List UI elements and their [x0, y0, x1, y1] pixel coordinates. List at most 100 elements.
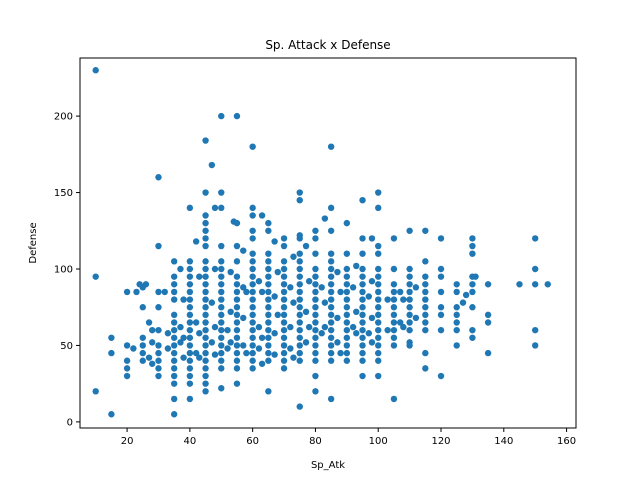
- data-point: [312, 319, 319, 326]
- data-point: [265, 296, 272, 303]
- data-point: [202, 258, 209, 265]
- data-point: [218, 296, 225, 303]
- data-point: [192, 238, 200, 245]
- data-point: [337, 288, 344, 296]
- data-point: [233, 288, 241, 296]
- data-point: [406, 326, 413, 334]
- data-point: [359, 296, 366, 303]
- data-point: [469, 334, 476, 341]
- data-point: [343, 304, 351, 311]
- data-point: [202, 372, 209, 380]
- data-point: [296, 250, 303, 257]
- data-point: [359, 342, 366, 349]
- data-point: [472, 273, 479, 280]
- data-point: [249, 281, 256, 288]
- data-point: [233, 380, 241, 387]
- data-point: [312, 235, 319, 242]
- data-point: [296, 196, 303, 204]
- data-point: [233, 349, 241, 357]
- data-point: [180, 354, 187, 361]
- data-point: [422, 273, 429, 280]
- data-point: [290, 354, 297, 361]
- data-point: [133, 288, 140, 296]
- x-tick-label: 140: [494, 436, 513, 447]
- data-point: [484, 311, 492, 319]
- data-point: [202, 311, 209, 319]
- data-point: [334, 339, 341, 346]
- data-point: [265, 288, 272, 296]
- data-point: [359, 357, 366, 364]
- data-point: [400, 323, 407, 331]
- data-point: [422, 288, 429, 296]
- data-point: [406, 311, 413, 319]
- data-point: [312, 288, 319, 296]
- data-point: [469, 304, 476, 311]
- data-point: [327, 304, 335, 311]
- data-point: [123, 342, 131, 349]
- data-point: [170, 326, 178, 334]
- data-point: [202, 334, 209, 341]
- data-point: [271, 238, 278, 245]
- data-point: [353, 308, 360, 315]
- data-point: [437, 235, 445, 242]
- data-point: [202, 189, 209, 196]
- x-axis-label: Sp_Atk: [311, 460, 345, 471]
- data-point: [375, 273, 382, 280]
- data-point: [249, 235, 256, 242]
- data-point: [233, 296, 241, 303]
- data-point: [359, 265, 366, 273]
- data-point: [422, 281, 429, 288]
- data-point: [321, 323, 329, 331]
- data-point: [249, 342, 256, 349]
- data-point: [390, 235, 398, 242]
- data-point: [202, 137, 209, 144]
- data-point: [145, 354, 153, 361]
- data-point: [149, 339, 156, 346]
- data-point: [249, 227, 256, 234]
- data-point: [265, 388, 272, 395]
- data-point: [312, 281, 319, 288]
- x-tick-label: 160: [557, 436, 576, 447]
- data-point: [368, 339, 376, 346]
- data-point: [265, 342, 272, 349]
- data-point: [218, 112, 225, 120]
- data-point: [312, 349, 319, 357]
- data-point: [170, 281, 178, 288]
- data-point: [108, 334, 115, 341]
- data-point: [318, 284, 325, 291]
- data-point: [375, 311, 382, 319]
- data-point: [406, 265, 413, 273]
- data-point: [130, 345, 137, 352]
- data-point: [202, 304, 209, 311]
- data-point: [544, 281, 551, 288]
- data-point: [224, 326, 231, 334]
- data-point: [227, 308, 234, 315]
- data-point: [516, 281, 523, 288]
- data-point: [412, 314, 420, 322]
- data-point: [186, 334, 194, 341]
- y-tick-label: 50: [60, 341, 73, 352]
- data-point: [531, 342, 539, 349]
- data-point: [243, 288, 250, 296]
- data-point: [155, 288, 162, 296]
- data-point: [255, 323, 263, 331]
- data-point: [462, 291, 470, 299]
- data-point: [170, 296, 178, 303]
- data-point: [170, 311, 178, 319]
- data-point: [280, 281, 288, 288]
- data-point: [186, 304, 194, 311]
- data-point: [202, 235, 209, 242]
- data-point: [318, 330, 325, 337]
- data-point: [343, 281, 351, 288]
- x-tick-label: 100: [369, 436, 388, 447]
- data-point: [422, 319, 429, 326]
- data-point: [186, 258, 194, 265]
- data-point: [327, 342, 335, 349]
- data-point: [469, 235, 476, 242]
- data-point: [202, 265, 209, 273]
- data-point: [359, 326, 366, 334]
- data-point: [375, 288, 382, 296]
- data-point: [123, 372, 131, 380]
- data-point: [265, 250, 272, 257]
- data-point: [265, 281, 272, 288]
